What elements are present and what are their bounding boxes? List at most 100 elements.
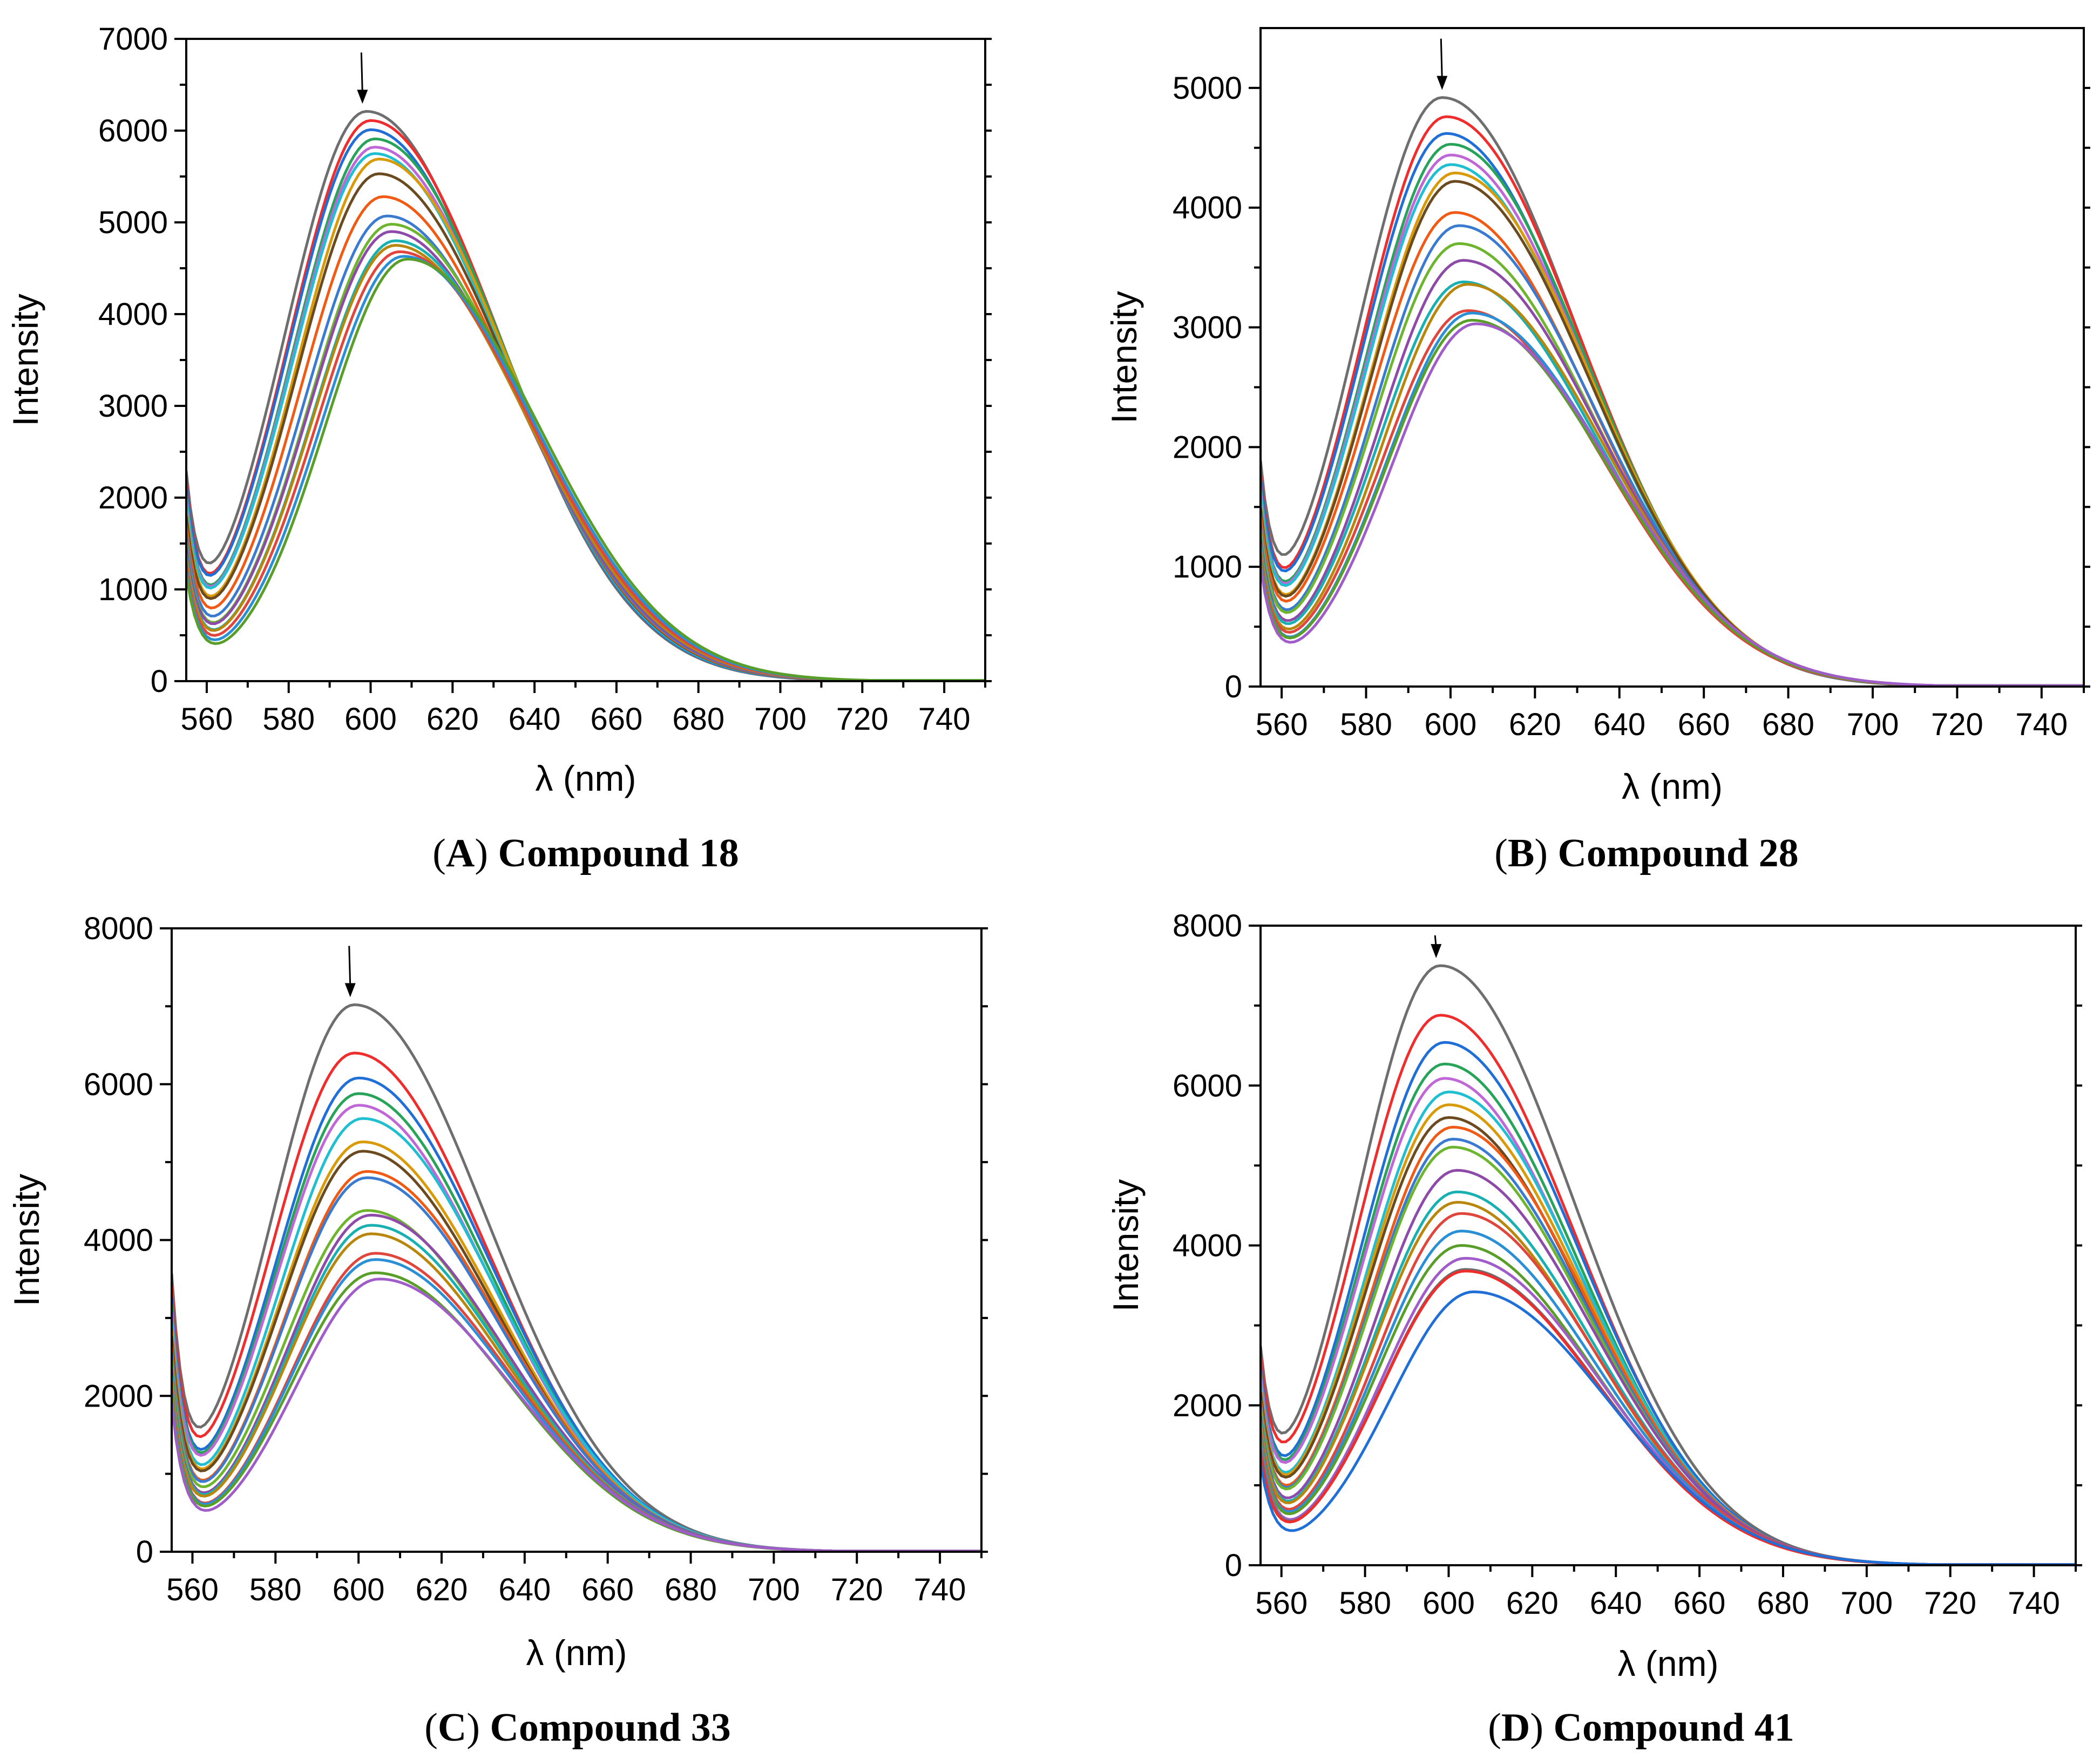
panel-c-x-tick-label: 740 [914, 1572, 966, 1607]
panel-c-y-tick-label: 8000 [84, 911, 153, 946]
panel-a-x-tick-label: 700 [754, 702, 807, 737]
panel-b-y-tick-label: 0 [1225, 669, 1242, 704]
panel-c-y-tick-label: 4000 [84, 1223, 153, 1258]
panel-b-x-tick-label: 720 [1931, 707, 1983, 742]
panel-d-x-tick-label: 580 [1339, 1586, 1391, 1621]
panel-c-arrow [344, 946, 356, 997]
panel-b-y-tick-label: 3000 [1173, 310, 1242, 345]
panel-b-plot-frame [1259, 27, 2085, 688]
panel-c-y-tick-label: 2000 [84, 1378, 153, 1414]
panel-d-series-s16 [1261, 1230, 2076, 1565]
panel-d-x-tick-label: 720 [1924, 1586, 1976, 1621]
panel-d-curves [1261, 964, 2076, 1565]
panel-d-y-tick-label: 8000 [1173, 908, 1242, 943]
panel-a-x-tick-label: 640 [509, 702, 561, 737]
panel-b-arrow [1437, 38, 1448, 90]
panel-b-x-tick-label: 580 [1340, 707, 1392, 742]
panel-d-x-tick-label: 700 [1840, 1586, 1893, 1621]
panel-c-caption-letter: C [438, 1706, 466, 1750]
panel-d-x-tick-label: 600 [1422, 1586, 1475, 1621]
panel-b-y-axis: 0 1000 2000 3000 4000 5000 [1173, 71, 2090, 704]
panel-c-series-s8 [172, 1150, 981, 1552]
panel-c-y-axis: 0 2000 4000 6000 8000 [84, 911, 988, 1570]
panel-c-x-tick-label: 560 [166, 1572, 219, 1607]
panel-d-y-axis-title: Intensity [1106, 1179, 1146, 1312]
panel-b-y-tick-label: 1000 [1173, 549, 1242, 585]
panel-d-x-axis-title: λ (nm) [1618, 1643, 1719, 1683]
panel-d-series-s7 [1261, 1103, 2076, 1565]
panel-a-x-tick-label: 720 [836, 702, 889, 737]
panel-d-caption: (D) Compound 41 [1488, 1706, 1794, 1750]
panel-b-x-tick-label: 740 [2015, 707, 2068, 742]
panel-b-x-tick-label: 700 [1847, 707, 1899, 742]
panel-b-x-tick-label: 600 [1425, 707, 1477, 742]
panel-a-y-tick-label: 7000 [98, 22, 168, 57]
panel-a-caption-text: Compound 18 [498, 831, 739, 875]
panel-a-y-tick-label: 1000 [98, 572, 168, 607]
panel-c-curves [172, 1003, 981, 1552]
panel-c-x-tick-label: 600 [333, 1572, 385, 1607]
panel-a-series-s15 [186, 250, 985, 681]
panel-b-series-s16 [1261, 311, 2084, 687]
panel-c-caption: (C) Compound 33 [424, 1706, 730, 1750]
panel-b-y-tick-label: 2000 [1173, 430, 1242, 465]
panel-a-x-tick-label: 660 [591, 702, 643, 737]
panel-c-x-axis: 560 580 600 620 640 660 680 700 720 740 [166, 1552, 983, 1607]
panel-b-series-s5 [1261, 153, 2084, 687]
panel-c: 560 580 600 620 640 660 680 700 720 740 0 2000 4000… [6, 911, 988, 1750]
panel-b-caption-text: Compound 28 [1557, 831, 1798, 875]
panel-b-series-s9 [1261, 211, 2084, 687]
panel-d-series-s17 [1261, 1244, 2076, 1565]
panel-d-arrow-head [1431, 944, 1442, 959]
panel-d-y-tick-label: 4000 [1173, 1228, 1242, 1264]
panel-a-arrow-head [357, 90, 368, 104]
panel-d-arrow [1431, 935, 1442, 959]
panel-a-x-tick-label: 740 [918, 702, 971, 737]
panel-b-x-tick-label: 680 [1762, 707, 1814, 742]
panel-d-x-tick-label: 560 [1255, 1586, 1308, 1621]
panel-d-series-s2 [1261, 1014, 2076, 1565]
panel-b-x-axis-title: λ (nm) [1622, 766, 1723, 806]
panel-c-x-tick-label: 700 [748, 1572, 800, 1607]
panel-b-y-axis-title: Intensity [1104, 291, 1144, 424]
panel-a-caption-letter: A [446, 831, 475, 875]
panel-d-y-axis: 0 2000 4000 6000 8000 [1173, 908, 2082, 1583]
panel-a-y-tick-label: 5000 [98, 205, 168, 240]
panel-a-series-s10 [186, 214, 985, 681]
panel-c-y-tick-label: 6000 [84, 1067, 153, 1102]
panel-b-caption-letter: B [1508, 831, 1534, 875]
panel-c-x-axis-title: λ (nm) [526, 1633, 627, 1673]
panel-c-series-s13 [172, 1224, 981, 1552]
panel-b-x-tick-label: 660 [1678, 707, 1730, 742]
panel-b: 560 580 600 620 640 660 680 700 720 740 0 1000 2000… [1104, 27, 2090, 875]
panel-d-y-tick-label: 2000 [1173, 1388, 1242, 1423]
panel-d-x-tick-label: 740 [2008, 1586, 2060, 1621]
panel-b-series-s11 [1261, 242, 2084, 687]
panel-b-y-tick-label: 5000 [1173, 71, 1242, 106]
panel-a-x-tick-label: 680 [672, 702, 724, 737]
panel-a-y-axis-title: Intensity [5, 294, 45, 426]
panel-d-x-tick-label: 680 [1757, 1586, 1810, 1621]
panel-a-y-tick-label: 4000 [98, 297, 168, 332]
panel-b-x-tick-label: 640 [1593, 707, 1645, 742]
panel-b-series-s2 [1261, 115, 2084, 687]
panel-c-x-tick-label: 620 [416, 1572, 468, 1607]
panel-a-y-tick-label: 6000 [98, 113, 168, 148]
panel-d-caption-text: Compound 41 [1554, 1706, 1794, 1750]
panel-a-x-tick-label: 560 [181, 702, 233, 737]
panel-a-y-tick-label: 3000 [98, 389, 168, 424]
panel-c-x-tick-label: 680 [665, 1572, 717, 1607]
panel-a-x-axis: 560 580 600 620 640 660 680 700 720 740 [181, 681, 986, 737]
panel-d-caption-letter: D [1501, 1706, 1530, 1750]
panel-a-series-s16 [186, 255, 985, 681]
panel-c-series-s17 [172, 1271, 981, 1552]
panel-a-x-tick-label: 580 [262, 702, 315, 737]
panel-c-x-tick-label: 660 [581, 1572, 634, 1607]
panel-b-x-tick-label: 560 [1256, 707, 1308, 742]
panel-d-x-tick-label: 640 [1590, 1586, 1642, 1621]
panel-a: 560 580 600 620 640 660 680 700 720 740 0 1000 2000… [5, 22, 992, 875]
panel-d: 560 580 600 620 640 660 680 700 720 740 0 2000 4000… [1106, 908, 2082, 1750]
panel-c-series-s10 [172, 1176, 981, 1552]
panel-c-x-tick-label: 580 [249, 1572, 302, 1607]
